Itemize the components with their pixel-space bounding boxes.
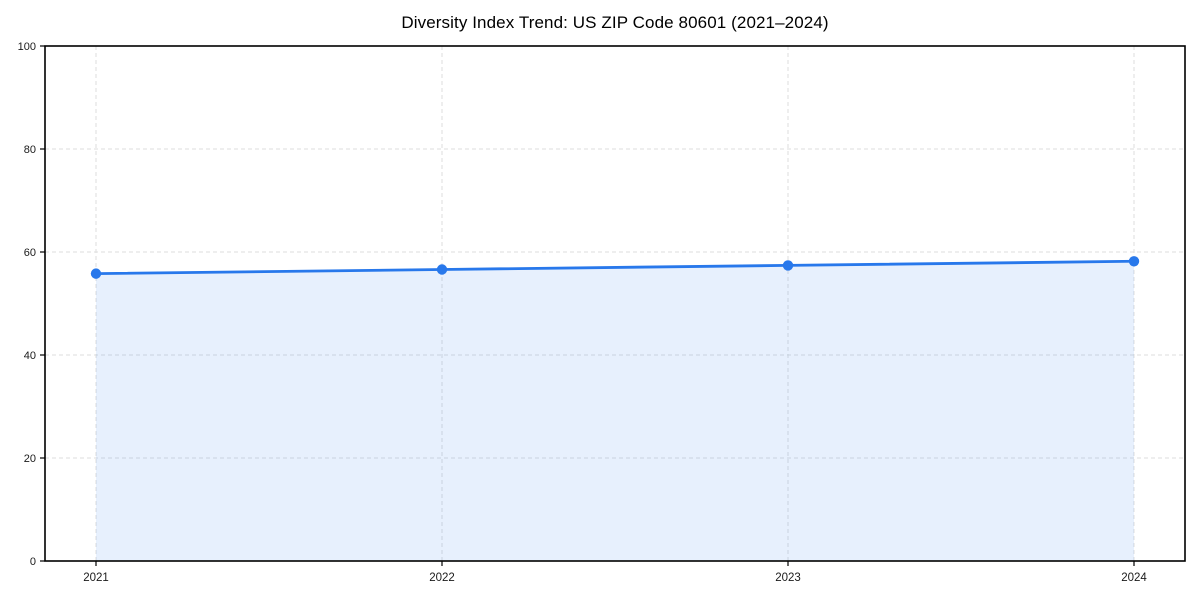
x-tick-label: 2024 — [1121, 572, 1147, 584]
y-tick-label: 0 — [30, 556, 36, 568]
data-point — [90, 268, 102, 279]
chart-title: Diversity Index Trend: US ZIP Code 80601… — [401, 13, 829, 32]
trend-line-path — [94, 259, 1136, 276]
x-tick-label: 2021 — [83, 572, 109, 584]
trend-line — [94, 259, 1136, 276]
area-fill-path — [96, 261, 1134, 561]
tick-marks — [40, 45, 1135, 566]
y-tick-labels: 0 20 40 60 80 100 — [18, 41, 36, 568]
x-tick-label: 2022 — [429, 572, 455, 584]
data-point — [782, 260, 794, 271]
x-tick-label: 2023 — [775, 572, 801, 584]
data-point-markers — [90, 256, 1140, 279]
x-tick-labels: 2021 2022 2023 2024 — [83, 572, 1147, 584]
y-tick-label: 80 — [24, 144, 36, 156]
area-fill — [96, 261, 1134, 561]
axes-frame — [44, 45, 1186, 562]
y-tick-label: 100 — [18, 41, 36, 53]
y-tick-label: 20 — [24, 453, 36, 465]
y-tick-label: 40 — [24, 350, 36, 362]
y-tick-label: 60 — [24, 247, 36, 259]
axis-frame — [44, 45, 1186, 562]
data-point — [436, 264, 448, 275]
data-point — [1128, 256, 1140, 267]
